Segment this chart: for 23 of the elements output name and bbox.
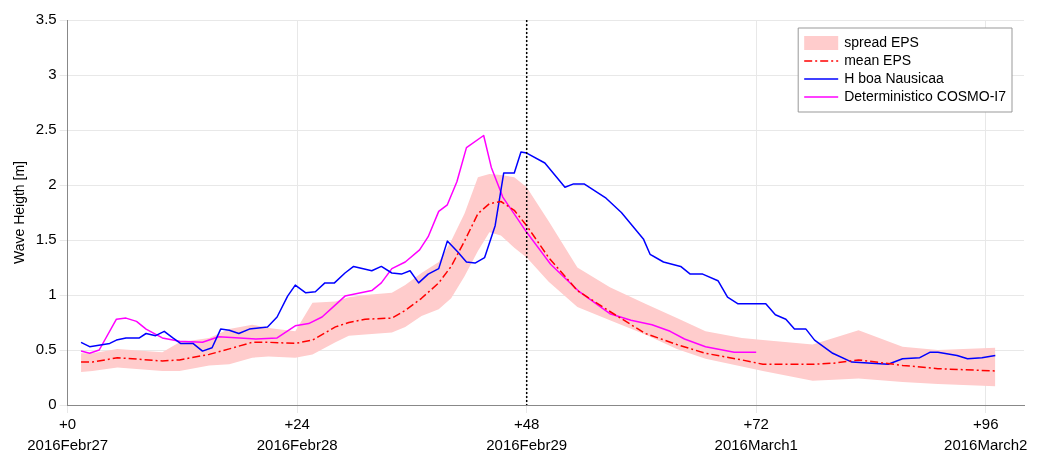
x2-tick-label: 2016March2 — [944, 436, 1028, 454]
x-tick-label: +72 — [743, 415, 769, 433]
y-axis-title: Wave Heigth [m] — [11, 161, 28, 264]
y-tick-label: 2 — [48, 175, 57, 193]
x-tick-label: +0 — [59, 415, 77, 433]
y-tick-label: 3.5 — [35, 10, 57, 28]
x2-tick-label: 2016March1 — [714, 436, 798, 454]
y-tick-label: 0.5 — [35, 340, 57, 358]
legend-label: spread EPS — [844, 33, 919, 50]
y-tick-label: 2.5 — [35, 120, 57, 138]
legend-label: mean EPS — [844, 51, 912, 68]
x-tick-label: +96 — [973, 415, 999, 433]
legend-label: Deterministico COSMO-I7 — [844, 87, 1007, 104]
x2-tick-label: 2016Febr28 — [256, 436, 338, 454]
y-tick-label: 1.5 — [35, 230, 57, 248]
legend-label: H boa Nausicaa — [844, 69, 945, 86]
x-tick-label: +48 — [513, 415, 540, 433]
x-tick-label: +24 — [284, 415, 310, 433]
y-tick-label: 3 — [48, 65, 57, 83]
y-tick-label: 0 — [48, 395, 57, 413]
x2-tick-label: 2016Febr27 — [27, 436, 109, 454]
x2-tick-label: 2016Febr29 — [486, 436, 568, 454]
y-tick-label: 1 — [48, 285, 57, 303]
